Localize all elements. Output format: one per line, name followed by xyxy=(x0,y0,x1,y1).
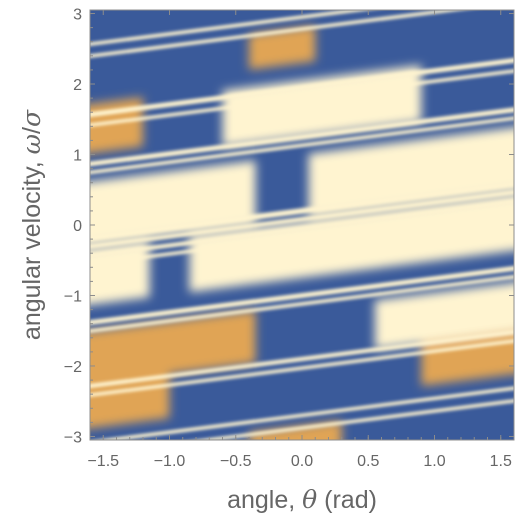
heatmap-stripe xyxy=(90,329,514,389)
y-axis-label: angular velocity, ω/σ xyxy=(17,109,46,340)
heatmap-stripe xyxy=(90,208,514,266)
x-axis-label-symbol: θ xyxy=(302,485,317,514)
x-tick-label: −1.0 xyxy=(154,453,186,470)
heatmap-stripe xyxy=(194,399,514,440)
heatmap-stripe xyxy=(90,180,514,241)
heatmap-stripe xyxy=(94,386,514,440)
y-axis-ticks: −3 −2 −1 0 1 2 3 xyxy=(64,7,514,446)
x-tick-label: 1.0 xyxy=(423,453,445,470)
y-axis-label-symbol2: σ xyxy=(17,109,46,127)
y-tick-label: 3 xyxy=(73,7,82,24)
y-tick-label: 2 xyxy=(73,77,82,94)
y-tick-label: −2 xyxy=(64,359,82,376)
y-tick-label: −1 xyxy=(64,288,82,305)
heatmap-stripe xyxy=(90,199,514,258)
heatmap-stripe xyxy=(90,265,514,326)
heatmap-stripe xyxy=(90,275,514,333)
x-tick-label: 0.0 xyxy=(291,453,313,470)
heatmap-stripe xyxy=(90,57,514,118)
x-axis-label-prefix: angle, xyxy=(227,486,302,514)
heatmap-blob xyxy=(249,25,316,70)
y-axis-label-prefix: angular velocity, xyxy=(18,154,46,340)
x-axis-ticks: −1.5 −1.0 −0.5 0.0 0.5 1.0 1.5 xyxy=(87,10,512,470)
x-axis-label-suffix: (rad) xyxy=(317,486,377,514)
heatmap-stripe xyxy=(90,10,465,58)
heatmap-blob xyxy=(374,282,514,350)
heatmap-blob xyxy=(308,127,514,218)
heatmap-stripe xyxy=(90,190,514,249)
y-axis-label-slash: / xyxy=(18,127,46,134)
x-axis-label: angle, θ (rad) xyxy=(227,485,377,514)
x-tick-label: −1.5 xyxy=(87,453,119,470)
x-tick-label: −0.5 xyxy=(220,453,252,470)
heatmap-blob xyxy=(90,97,143,154)
x-tick-label: 1.5 xyxy=(490,453,512,470)
heatmap-stripe xyxy=(90,107,514,167)
heatmap-stripe xyxy=(90,10,372,46)
heatmap-stripes xyxy=(90,10,514,440)
heatmap-blob xyxy=(90,310,256,385)
heatmap-stripe xyxy=(90,116,514,175)
y-tick-label: 1 xyxy=(73,148,82,165)
y-axis-label-symbol: ω xyxy=(17,134,46,154)
x-tick-label: 0.5 xyxy=(357,453,379,470)
heatmap-area xyxy=(90,10,514,440)
y-tick-label: −3 xyxy=(64,429,82,446)
heatmap-stripe xyxy=(90,69,514,127)
y-tick-label: 0 xyxy=(73,218,82,235)
heatmap-stripe xyxy=(90,339,514,397)
